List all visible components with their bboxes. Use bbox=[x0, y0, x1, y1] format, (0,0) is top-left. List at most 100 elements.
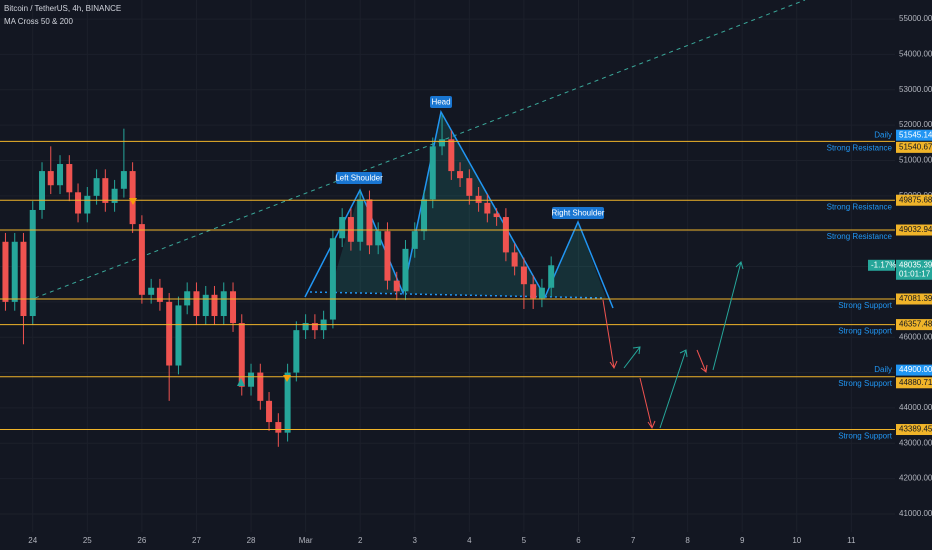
x-tick-label: 11 bbox=[847, 536, 856, 545]
level-tag bbox=[896, 224, 932, 236]
levels: Strong Resistance Strong Resistance Strong… bbox=[0, 130, 895, 441]
candle-body bbox=[357, 199, 364, 242]
candle-body bbox=[484, 202, 491, 214]
y-tick-label: 55000.00 bbox=[899, 14, 932, 23]
candle-body bbox=[493, 213, 500, 218]
candle-body bbox=[175, 305, 182, 366]
candle-body bbox=[2, 241, 9, 302]
candle-body bbox=[211, 294, 218, 317]
candle-body bbox=[166, 301, 173, 366]
candle-body bbox=[39, 171, 46, 210]
x-tick-label: 28 bbox=[247, 536, 256, 545]
label-box bbox=[430, 96, 452, 108]
candle-body bbox=[439, 139, 446, 147]
level-label: Strong Resistance bbox=[827, 232, 893, 241]
level-tag bbox=[896, 293, 932, 305]
trendline bbox=[34, 0, 806, 299]
daily-tag bbox=[896, 129, 932, 141]
candle-body bbox=[193, 291, 200, 317]
pattern-label: Left Shoulder bbox=[335, 174, 383, 183]
pattern-label: Right Shoulder bbox=[552, 209, 605, 218]
candle-body bbox=[475, 195, 482, 203]
neckline bbox=[309, 291, 606, 299]
candle-body bbox=[75, 192, 82, 214]
chart-subtitle: MA Cross 50 & 200 bbox=[4, 17, 73, 26]
level-tag-text: 43389.45 bbox=[899, 425, 932, 434]
candle-body bbox=[93, 178, 100, 196]
candle-body bbox=[248, 372, 255, 387]
countdown: 01:01:17 bbox=[899, 269, 931, 278]
candle-body bbox=[148, 287, 155, 295]
sell-signal bbox=[129, 198, 137, 205]
arrow bbox=[639, 377, 656, 430]
candle-body bbox=[393, 280, 400, 292]
candles bbox=[2, 114, 555, 447]
daily-tag-text: 44900.00 bbox=[899, 365, 932, 374]
arrows bbox=[602, 261, 744, 430]
last-price-text: 48035.39 bbox=[899, 260, 932, 269]
level-label: Strong Support bbox=[838, 301, 893, 310]
pattern-line bbox=[304, 109, 614, 309]
candle-body bbox=[84, 195, 91, 214]
candle-body bbox=[266, 400, 273, 423]
arrow bbox=[602, 299, 618, 370]
level-tag-text: 47081.39 bbox=[899, 294, 932, 303]
x-tick-label: Mar bbox=[299, 536, 313, 545]
level-tag-text: 51540.67 bbox=[899, 142, 932, 151]
last-price-change: -1.17% bbox=[871, 260, 896, 269]
candle-body bbox=[129, 171, 136, 225]
candle-body bbox=[384, 231, 391, 281]
candle-body bbox=[466, 178, 473, 196]
daily-tag bbox=[896, 364, 932, 376]
candle-body bbox=[520, 266, 527, 285]
x-tick-label: 9 bbox=[740, 536, 745, 545]
candle-body bbox=[347, 217, 354, 242]
candle-body bbox=[66, 164, 73, 193]
candle-body bbox=[402, 248, 409, 292]
sell-signal bbox=[283, 375, 291, 382]
last-price-tag bbox=[896, 259, 932, 280]
level-label: Strong Support bbox=[838, 379, 893, 388]
y-tick-label: 53000.00 bbox=[899, 85, 932, 94]
candle-body bbox=[184, 291, 191, 306]
candle-body bbox=[29, 209, 36, 317]
signals bbox=[129, 198, 291, 386]
chart-title: Bitcoin / TetherUS, 4h, BINANCE bbox=[4, 4, 121, 13]
candle-body bbox=[102, 178, 109, 203]
x-tick-label: 3 bbox=[413, 536, 418, 545]
candle-body bbox=[302, 323, 309, 331]
buy-signal bbox=[237, 378, 245, 386]
x-tick-label: 26 bbox=[137, 536, 146, 545]
level-tag-text: 49875.68 bbox=[899, 195, 932, 204]
last-price-change-box bbox=[868, 259, 895, 271]
level-tag bbox=[896, 319, 932, 331]
candle-body bbox=[538, 287, 545, 299]
level-tag-text: 44880.71 bbox=[899, 378, 932, 387]
y-tick-label: 43000.00 bbox=[899, 438, 932, 447]
grid bbox=[0, 0, 895, 532]
level-label: Strong Support bbox=[838, 432, 893, 441]
daily-tag-text: 51545.14 bbox=[899, 130, 932, 139]
label-box bbox=[336, 172, 382, 184]
y-tick-label: 51000.00 bbox=[899, 156, 932, 165]
candle-body bbox=[329, 238, 336, 320]
x-tick-label: 24 bbox=[28, 536, 37, 545]
candle-body bbox=[120, 171, 127, 189]
x-tick-label: 6 bbox=[576, 536, 581, 545]
arrow bbox=[712, 261, 744, 371]
y-tick-label: 42000.00 bbox=[899, 474, 932, 483]
x-tick-label: 25 bbox=[83, 536, 92, 545]
pattern-labels: Left Shoulder Head Right Shoulder bbox=[335, 96, 605, 219]
x-tick-label: 8 bbox=[685, 536, 690, 545]
x-tick-label: 4 bbox=[467, 536, 472, 545]
candle-body bbox=[511, 252, 518, 267]
x-tick-label: 27 bbox=[192, 536, 201, 545]
candle-body bbox=[47, 171, 54, 186]
candle-body bbox=[421, 199, 428, 232]
daily-label: Daily bbox=[874, 365, 892, 374]
candle-body bbox=[230, 291, 237, 324]
level-tag bbox=[896, 141, 932, 153]
